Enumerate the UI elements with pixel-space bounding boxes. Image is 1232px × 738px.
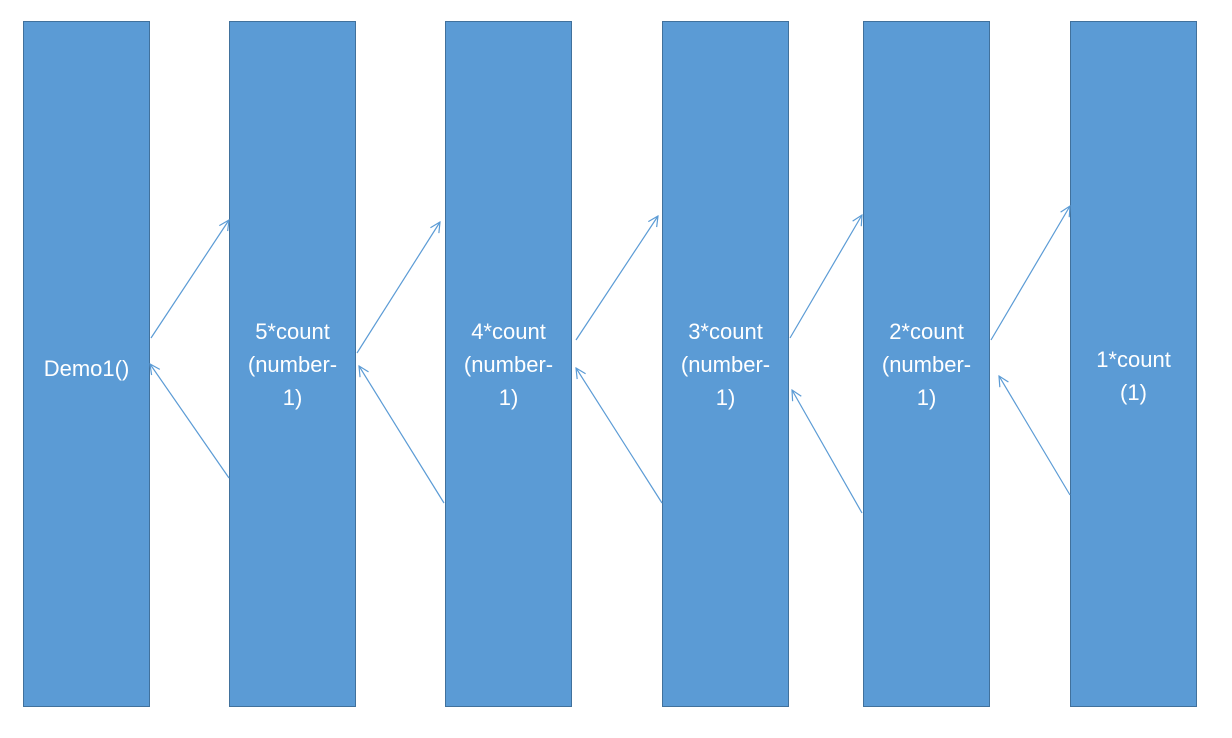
box-2-count: 2*count (number- 1) <box>863 21 990 707</box>
return-arrow <box>359 366 445 504</box>
call-arrow <box>789 215 862 339</box>
return-arrow <box>150 364 230 479</box>
box-3-count: 3*count (number- 1) <box>662 21 789 707</box>
call-arrow <box>575 216 658 341</box>
box-label: Demo1() <box>43 355 130 381</box>
call-arrow <box>150 220 229 339</box>
box-1-count: 1*count (1) <box>1070 21 1197 707</box>
box-5-count: 5*count (number- 1) <box>229 21 356 707</box>
return-arrow <box>999 376 1071 496</box>
box-label: 1*count (1) <box>1096 347 1171 405</box>
call-arrow <box>356 222 440 354</box>
box-label: 5*count (number- 1) <box>247 318 338 410</box>
box-demo1: Demo1() <box>23 21 150 707</box>
return-arrow <box>576 368 663 504</box>
box-label: 2*count (number- 1) <box>881 318 972 410</box>
box-4-count: 4*count (number- 1) <box>445 21 572 707</box>
box-label: 4*count (number- 1) <box>463 318 554 410</box>
return-arrow <box>792 390 863 514</box>
box-label: 3*count (number- 1) <box>680 318 771 410</box>
call-arrow <box>990 206 1070 341</box>
